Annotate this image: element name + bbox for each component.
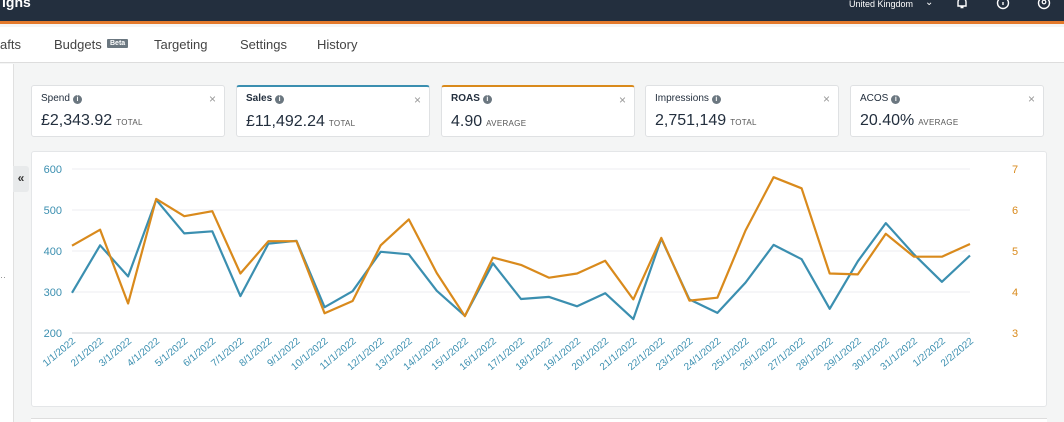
info-icon[interactable]: i [891,95,901,104]
metric-card-acos[interactable]: ACOS i × 20.40% AVERAGE [850,85,1044,137]
region-selector[interactable]: United Kingdom [849,0,914,9]
metric-label: Impressions [655,93,709,104]
y-right-tick-label: 4 [1012,287,1018,299]
close-icon[interactable]: × [618,93,626,107]
info-icon[interactable]: i [72,95,82,104]
metric-unit: AVERAGE [486,119,527,128]
series-line-roas [71,176,971,318]
y-left-tick-label: 600 [44,164,62,176]
help-icon[interactable] [996,0,1012,10]
metric-unit: TOTAL [730,118,757,127]
metric-unit: AVERAGE [918,118,959,127]
top-navigation-bar: igns United Kingdom ⌄ [0,0,1064,24]
metric-label: ROAS [451,93,480,104]
collapse-sidebar-button[interactable]: « [13,166,29,192]
close-icon[interactable]: × [822,92,830,106]
info-icon[interactable]: i [275,95,285,104]
y-left-tick-label: 500 [44,205,62,217]
tab-settings[interactable]: Settings [240,37,287,52]
y-left-tick-label: 300 [44,287,62,299]
tab-drafts[interactable]: afts [0,37,21,52]
tab-targeting[interactable]: Targeting [154,37,208,52]
y-right-tick-label: 6 [1012,205,1018,217]
close-icon[interactable]: × [1027,92,1035,106]
campaign-tab-bar: afts Budgets Beta Targeting Settings His… [0,27,1064,63]
metric-value: £11,492.24 [246,113,325,130]
metric-value: 20.40% [860,112,915,129]
metric-label: Spend [41,93,70,104]
metric-card-sales[interactable]: Sales i × £11,492.24 TOTAL [236,85,430,137]
info-icon[interactable]: i [482,95,492,104]
y-left-tick-label: 200 [44,328,62,340]
metric-value: 2,751,149 [655,112,727,129]
metric-value: £2,343.92 [41,112,113,129]
info-icon[interactable]: i [711,95,721,104]
tab-budgets[interactable]: Budgets [54,37,102,52]
account-icon[interactable] [1037,0,1053,10]
beta-badge: Beta [107,39,129,48]
table-section-edge [31,418,1047,422]
brand-title: igns [2,0,31,10]
y-right-tick-label: 3 [1012,328,1018,340]
y-right-tick-label: 5 [1012,246,1018,258]
metric-card-spend[interactable]: Spend i × £2,343.92 TOTAL [31,85,225,137]
y-left-tick-label: 400 [44,246,62,258]
close-icon[interactable]: × [413,93,421,107]
metric-label: ACOS [860,93,889,104]
y-right-tick-label: 7 [1012,164,1018,176]
bell-icon[interactable] [955,0,971,10]
line-chart: 200300400500600345671/1/20222/1/20223/1/… [41,164,1018,373]
metric-unit: TOTAL [116,118,143,127]
metric-unit: TOTAL [328,119,356,128]
chevron-down-icon[interactable]: ⌄ [925,0,934,8]
metric-value: 4.90 [451,113,483,130]
series-line-sales [71,198,971,321]
close-icon[interactable]: × [208,92,216,106]
left-sidebar-rail [0,64,14,422]
sidebar-dots: ·· [0,272,6,282]
metric-label: Sales [246,93,273,104]
performance-chart-panel: 200 300 400 500 600 3 4 5 6 7 1/1/2022 2/1/2022 3/1/… [31,151,1047,407]
metric-card-roas[interactable]: ROAS i × 4.90 AVERAGE [441,85,635,137]
tab-history[interactable]: History [317,37,358,52]
metric-card-impressions[interactable]: Impressions i × 2,751,149 TOTAL [645,85,839,137]
